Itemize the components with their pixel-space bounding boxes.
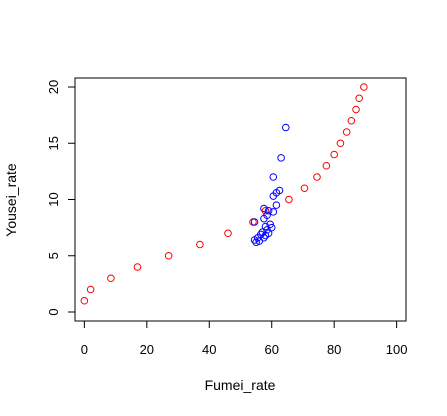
data-point <box>255 237 264 245</box>
x-tick-label: 60 <box>264 342 278 357</box>
data-point <box>250 218 259 226</box>
data-point <box>249 218 257 226</box>
data-point <box>281 123 290 132</box>
data-point <box>261 206 270 215</box>
x-tick-label: 100 <box>386 342 408 357</box>
data-point <box>261 231 270 240</box>
x-tick-label: 80 <box>327 342 341 357</box>
data-point <box>252 238 260 247</box>
x-tick-label: 0 <box>81 342 88 357</box>
data-point <box>285 195 293 204</box>
y-axis: 0 5 10 15 20 <box>46 80 76 316</box>
data-point <box>80 296 89 305</box>
data-point <box>272 201 281 209</box>
data-point <box>269 173 278 181</box>
data-point <box>269 208 278 216</box>
y-axis-label: Yousei_rate <box>3 163 19 237</box>
x-tick-label: 40 <box>202 342 216 357</box>
y-tick-label: 0 <box>46 308 61 315</box>
data-point <box>352 105 360 114</box>
data-point <box>347 116 356 125</box>
data-point <box>250 236 259 244</box>
y-tick-label: 10 <box>46 192 61 206</box>
data-point <box>260 214 268 223</box>
data-point <box>269 192 278 200</box>
y-tick-label: 20 <box>46 80 61 94</box>
data-point <box>260 204 268 213</box>
data-point <box>300 184 309 193</box>
x-axis-label: Fumei_rate <box>205 377 276 393</box>
data-point <box>196 240 204 249</box>
data-point <box>313 173 321 181</box>
data-point <box>277 154 285 162</box>
data-point <box>355 94 363 103</box>
data-point <box>342 128 351 136</box>
y-tick-label: 15 <box>46 136 61 150</box>
data-point <box>86 285 95 294</box>
data-point <box>133 263 142 271</box>
data-point <box>267 223 276 232</box>
data-point <box>360 83 368 91</box>
data-point <box>336 139 345 148</box>
x-axis: 0 20 40 60 80 100 <box>81 320 408 357</box>
data-point <box>164 251 173 260</box>
y-tick-label: 5 <box>46 252 61 259</box>
data-point <box>107 274 115 283</box>
data-point <box>322 161 331 170</box>
plot-frame <box>74 77 407 322</box>
data-point <box>330 150 338 159</box>
data-point <box>264 206 273 215</box>
data-point <box>224 229 232 238</box>
data-points <box>80 83 368 305</box>
x-tick-label: 20 <box>140 342 154 357</box>
